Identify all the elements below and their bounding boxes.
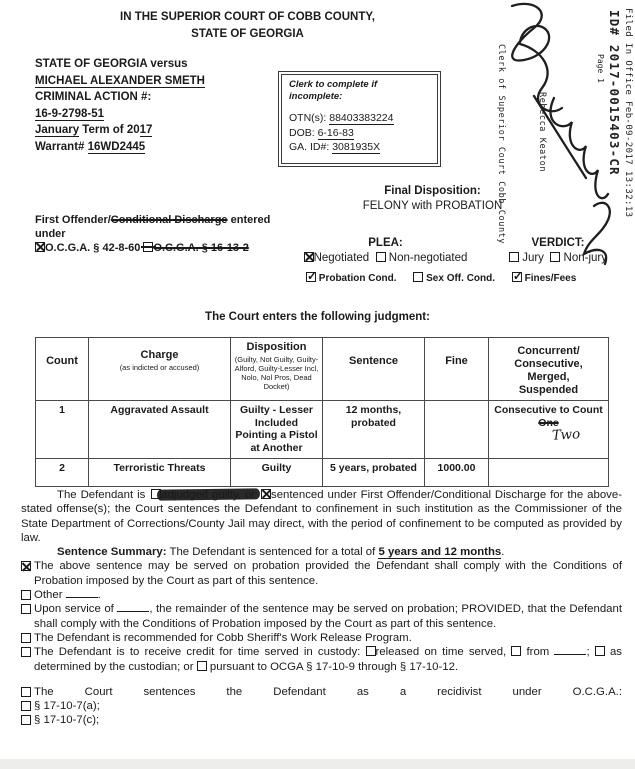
clerk-title-vertical: Clerk of Superior Court Cobb County xyxy=(496,44,506,245)
col-sentence: Sentence xyxy=(349,355,398,367)
upon-service-checkbox xyxy=(21,604,31,615)
page-number: Page 1 xyxy=(596,54,605,83)
final-disposition-label: Final Disposition: xyxy=(384,185,481,197)
negotiated-checkbox xyxy=(303,252,314,262)
sentence-body: The Defendant is adjudged guilty, or sen… xyxy=(21,488,622,728)
recidivist-c-item: § 17-10-7(c); xyxy=(21,713,622,727)
judgment-table: Count Charge (as indicted or accused) Di… xyxy=(35,337,609,487)
otn-field: OTN(s): 88403383224 xyxy=(289,112,394,125)
case-info: STATE OF GEORGIA versus MICHAEL ALEXANDE… xyxy=(35,56,205,156)
recidivist-checkbox xyxy=(21,686,31,697)
recidivist-a-checkbox xyxy=(21,701,31,712)
released-checkbox xyxy=(365,646,376,657)
clerk-signature xyxy=(510,2,611,266)
clerk-box-note: Clerk to complete if incomplete: xyxy=(289,79,378,102)
probation-cond-checkbox xyxy=(306,269,317,283)
court-title: IN THE SUPERIOR COURT OF COBB COUNTY, ST… xyxy=(0,9,495,43)
final-disposition: Final Disposition: FELONY with PROBATION xyxy=(305,184,560,213)
court-title-line2: STATE OF GEORGIA xyxy=(191,28,304,40)
verdict-section: VERDICT: Jury Non-jury xyxy=(493,236,623,266)
from-checkbox xyxy=(511,646,522,657)
filing-stamp: Filed In Office Feb-09-2017 13:32:13 ID#… xyxy=(596,6,633,266)
adjudged-guilty-checkbox xyxy=(151,489,162,499)
defendant-name: MICHAEL ALEXANDER SMETH xyxy=(35,74,205,88)
criminal-action-number: 16-9-2798-51 xyxy=(35,107,105,121)
clerk-complete-box: Clerk to complete if incomplete: OTN(s):… xyxy=(278,71,441,167)
pursuant-checkbox xyxy=(196,660,207,671)
from-blank xyxy=(554,645,587,656)
plea-label: PLEA: xyxy=(368,237,403,249)
non-negotiated-checkbox xyxy=(375,252,386,262)
probation-sentence-item: The above sentence may be served on prob… xyxy=(21,559,622,588)
warrant-line: Warrant# 16WD2445 xyxy=(35,140,146,154)
other-item: Other . xyxy=(21,588,622,602)
credit-time-served-checkbox xyxy=(21,647,31,658)
work-release-item: The Defendant is recommended for Cobb Sh… xyxy=(21,631,622,645)
concurrent-cell: Consecutive to Count One Two xyxy=(488,400,609,459)
other-checkbox xyxy=(21,590,31,601)
col-concurrent: Concurrent/ Consecutive, Merged, Suspend… xyxy=(514,345,583,396)
upon-service-blank xyxy=(117,602,150,613)
sentence-summary-line: Sentence Summary: The Defendant is sente… xyxy=(57,546,505,560)
criminal-action-label: CRIMINAL ACTION #: xyxy=(35,91,152,104)
col-count: Count xyxy=(46,355,78,367)
scribbled-out-text: adjudged guilty, or xyxy=(149,489,257,501)
verdict-label: VERDICT: xyxy=(531,237,585,249)
first-offender-options: O.C.G.A. § 42-8-60 O.C.G.A. § 16-13-2 xyxy=(35,241,310,256)
sex-off-cond-checkbox xyxy=(413,272,424,282)
fines-fees-checkbox xyxy=(511,269,523,283)
ga-id-field: GA. ID#: 3081935X xyxy=(289,141,381,154)
term-line: January Term of 2017 xyxy=(35,124,153,138)
handwritten-two: Two xyxy=(551,426,581,444)
upon-service-item: Upon service of , the remainder of the s… xyxy=(21,602,622,631)
work-release-checkbox xyxy=(21,632,31,643)
filed-date-line: Filed In Office Feb-09-2017 13:32:13 xyxy=(623,8,633,218)
final-disposition-value: FELONY with PROBATION xyxy=(362,199,503,212)
scan-edge-artifact xyxy=(0,759,635,769)
defendant-sentenced-paragraph: The Defendant is adjudged guilty, or sen… xyxy=(21,489,622,544)
first-offender-line: First Offender/Conditional Discharge ent… xyxy=(35,214,271,226)
custodian-checkbox xyxy=(594,646,605,657)
dob-field: DOB: 6-16-83 xyxy=(289,126,354,140)
recidivist-c-checkbox xyxy=(21,715,31,726)
col-disposition: Disposition xyxy=(246,341,307,353)
col-charge: Charge xyxy=(140,349,179,361)
non-jury-checkbox xyxy=(550,252,561,262)
ocga-16-13-2-struck: O.C.G.A. § 16-13-2 xyxy=(141,241,249,254)
ocga-42-8-60-checkbox xyxy=(35,241,45,252)
credit-time-served-item: The Defendant is to receive credit for t… xyxy=(21,645,622,674)
case-id-line: ID# 2017-0015403-CR xyxy=(607,10,622,176)
jury-checkbox xyxy=(509,252,519,262)
clerk-name-vertical: Rebecca Keaton xyxy=(537,92,547,173)
table-row: 1 Aggravated Assault Guilty - Lesser Inc… xyxy=(35,400,609,459)
parties-line: STATE OF GEORGIA versus xyxy=(35,58,188,70)
recidivist-a-item: § 17-10-7(a); xyxy=(21,699,622,713)
sentenced-first-offender-checkbox xyxy=(261,489,272,499)
judgment-heading: The Court enters the following judgment: xyxy=(205,311,430,323)
plea-section: PLEA: Negotiated Non-negotiated xyxy=(283,236,488,266)
col-fine: Fine xyxy=(445,355,468,367)
judgment-table-header: Count Charge (as indicted or accused) Di… xyxy=(35,337,609,401)
ocga-16-13-2-checkbox xyxy=(141,241,157,252)
probation-sentence-checkbox xyxy=(21,561,31,572)
other-blank xyxy=(65,588,98,599)
recidivist-item: The Court sentences the Defendant as a r… xyxy=(21,685,622,699)
verdict-options: Jury Non-jury xyxy=(493,251,623,266)
court-title-line1: IN THE SUPERIOR COURT OF COBB COUNTY, xyxy=(120,11,375,23)
first-offender-section: First Offender/Conditional Discharge ent… xyxy=(35,214,310,255)
plea-options: Negotiated Non-negotiated xyxy=(283,251,488,266)
table-row: 2 Terroristic Threats Guilty 5 years, pr… xyxy=(35,458,609,487)
conditions-row: Probation Cond. Sex Off. Cond. Fines/Fee… xyxy=(306,269,576,284)
